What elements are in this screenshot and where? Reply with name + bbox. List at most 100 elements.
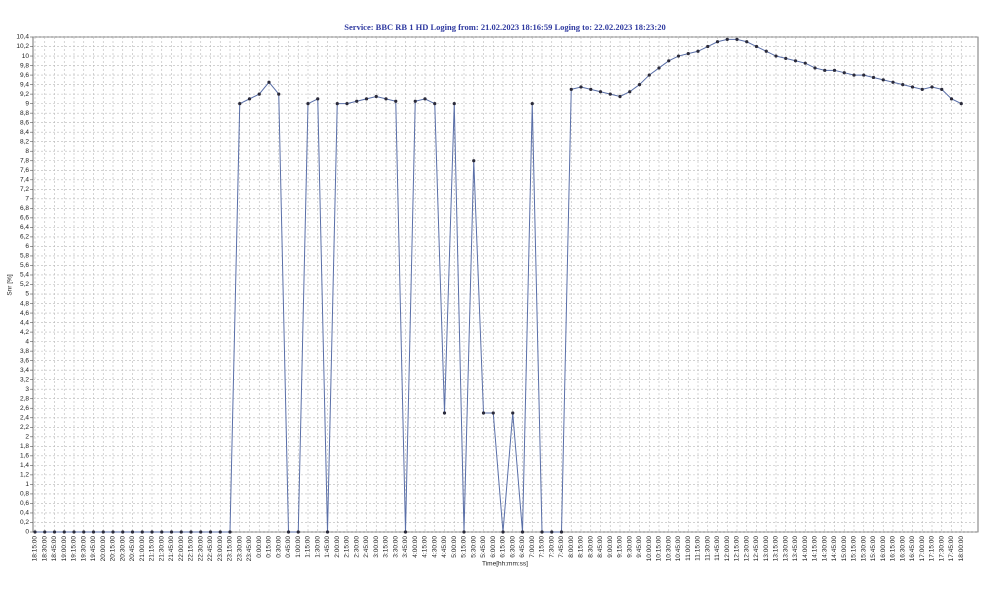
y-tick-label: 6,6 — [20, 215, 29, 222]
marker — [949, 97, 954, 101]
marker — [871, 75, 876, 80]
x-tick-label: 6:00:00 — [490, 536, 497, 558]
x-tick-label: 9:15:00 — [617, 536, 624, 558]
y-tick-label: 8,8 — [20, 110, 29, 117]
marker — [852, 73, 856, 77]
marker — [676, 54, 681, 58]
marker — [910, 85, 915, 89]
x-tick-label: 19:15:00 — [71, 536, 78, 562]
marker — [72, 530, 76, 534]
marker — [530, 102, 534, 106]
y-tick-label: 6,2 — [20, 234, 29, 241]
y-tick-label: 4,4 — [20, 319, 29, 326]
marker — [569, 87, 573, 91]
marker — [423, 97, 427, 101]
marker — [628, 90, 632, 94]
y-tick-label: 0,8 — [20, 491, 29, 498]
x-tick-label: 16:00:00 — [880, 536, 887, 562]
marker — [452, 102, 456, 106]
x-tick-label: 14:15:00 — [812, 536, 819, 562]
marker — [842, 71, 846, 75]
marker — [364, 97, 369, 101]
y-tick-label: 0,2 — [20, 519, 29, 526]
marker — [160, 530, 164, 534]
x-tick-label: 13:30:00 — [782, 536, 789, 562]
y-tick-label: 6,4 — [20, 224, 29, 231]
marker — [930, 85, 934, 89]
x-tick-label: 4:45:00 — [441, 536, 448, 558]
x-tick-label: 6:15:00 — [500, 536, 507, 558]
x-tick-label: 2:15:00 — [344, 536, 351, 558]
x-tick-label: 11:45:00 — [714, 536, 721, 561]
x-tick-label: 3:00:00 — [373, 536, 380, 558]
x-tick-label: 0:30:00 — [275, 536, 282, 558]
y-tick-label: 7,2 — [20, 186, 29, 193]
x-tick-label: 16:15:00 — [890, 536, 897, 562]
marker — [62, 530, 66, 534]
marker — [579, 85, 583, 89]
marker — [715, 40, 720, 44]
x-tick-label: 2:00:00 — [334, 536, 341, 558]
marker — [91, 530, 96, 534]
y-tick-label: 1 — [25, 481, 29, 488]
y-tick-label: 5,2 — [20, 281, 29, 288]
y-tick-label: 8,6 — [20, 119, 29, 126]
x-tick-label: 16:30:00 — [899, 536, 906, 562]
marker — [189, 530, 193, 534]
marker — [296, 530, 300, 534]
x-tick-label: 21:30:00 — [158, 536, 165, 562]
y-tick-label: 7,6 — [20, 167, 29, 174]
y-tick-label: 9,6 — [20, 72, 29, 79]
marker — [394, 99, 398, 103]
x-tick-label: 4:30:00 — [431, 536, 438, 558]
x-tick-label: 18:00:00 — [958, 536, 965, 562]
marker — [277, 92, 281, 96]
x-tick-label: 11:15:00 — [695, 536, 702, 561]
marker — [355, 99, 359, 103]
line — [35, 38, 962, 533]
marker — [686, 52, 690, 56]
marker — [598, 90, 603, 94]
x-tick-label: 17:45:00 — [948, 536, 955, 562]
y-tick-label: 6,8 — [20, 205, 29, 212]
x-tick-label: 8:30:00 — [587, 536, 594, 558]
x-tick-label: 17:00:00 — [919, 536, 926, 562]
x-tick-label: 2:30:00 — [353, 536, 360, 558]
x-tick-label: 22:45:00 — [207, 536, 214, 562]
marker — [540, 530, 544, 534]
x-tick-label: 15:00:00 — [841, 536, 848, 562]
marker — [920, 87, 924, 91]
marker — [140, 530, 144, 534]
marker — [589, 87, 593, 91]
x-tick-label: 21:15:00 — [149, 536, 156, 562]
x-tick-label: 13:45:00 — [792, 536, 799, 562]
y-tick-label: 3 — [25, 386, 29, 393]
x-tick-label: 13:15:00 — [773, 536, 780, 562]
x-tick-label: 21:45:00 — [168, 536, 175, 562]
marker — [403, 530, 408, 534]
marker — [121, 530, 125, 534]
y-tick-label: 0,4 — [20, 510, 29, 517]
marker — [199, 530, 203, 534]
y-tick-label: 0,6 — [20, 500, 29, 507]
x-tick-label: 1:15:00 — [305, 536, 312, 558]
marker — [559, 530, 564, 534]
marker — [433, 102, 437, 106]
marker — [413, 99, 417, 103]
x-tick-label: 10:15:00 — [656, 536, 663, 562]
marker — [959, 102, 963, 106]
x-tick-label: 7:00:00 — [529, 536, 536, 558]
marker — [657, 66, 661, 70]
x-tick-label: 20:00:00 — [100, 536, 107, 562]
x-tick-label: 7:30:00 — [548, 536, 555, 558]
x-tick-label: 22:00:00 — [178, 536, 185, 562]
marker — [940, 87, 944, 91]
x-tick-label: 7:45:00 — [558, 536, 565, 558]
marker — [481, 411, 486, 415]
marker — [238, 102, 242, 106]
marker — [150, 530, 154, 534]
y-tick-label: 5,8 — [20, 253, 29, 260]
x-tick-label: 6:45:00 — [519, 536, 526, 558]
y-tick-label: 1,2 — [20, 472, 29, 479]
x-tick-label: 18:45:00 — [51, 536, 58, 562]
